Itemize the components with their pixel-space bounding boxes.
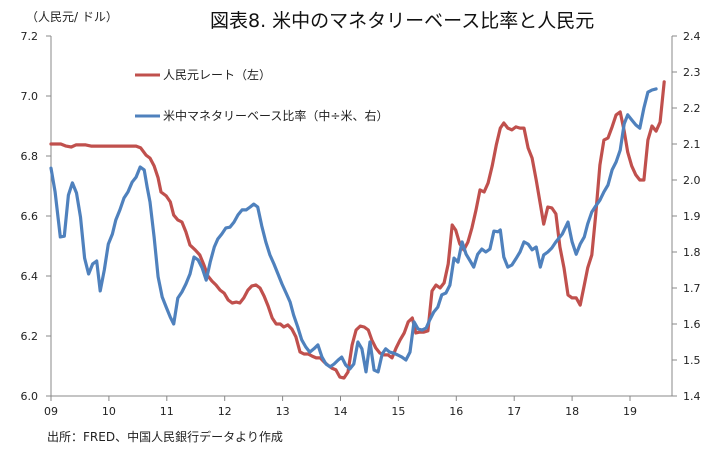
x-tick-label: 09	[44, 405, 58, 418]
x-tick-label: 10	[102, 405, 116, 418]
right-tick-label: 2.3	[683, 66, 701, 79]
left-tick-label: 6.2	[21, 330, 39, 343]
left-tick-label: 6.8	[21, 150, 39, 163]
legend-label-ratio: 米中マネタリーベース比率（中÷米、右）	[163, 108, 388, 123]
x-tick-label: 13	[276, 405, 290, 418]
x-tick-label: 14	[334, 405, 348, 418]
left-tick-label: 6.4	[21, 270, 39, 283]
series-line-monetary-base-ratio	[49, 87, 658, 374]
left-axis-unit-label: （人民元/ ドル）	[26, 10, 118, 24]
x-tick-label: 11	[160, 405, 174, 418]
series-line-rmb-rate	[49, 80, 666, 380]
right-tick-label: 1.7	[683, 282, 701, 295]
right-tick-label: 1.5	[683, 354, 701, 367]
right-tick-label: 2.4	[683, 30, 701, 43]
source-note: 出所：FRED、中国人民銀行データより作成	[47, 430, 283, 444]
x-tick-label: 19	[623, 405, 637, 418]
right-tick-label: 2.1	[683, 138, 701, 151]
right-tick-label: 2.0	[683, 174, 701, 187]
x-tick-label: 18	[565, 405, 579, 418]
left-tick-label: 7.0	[21, 90, 39, 103]
right-tick-label: 1.6	[683, 318, 701, 331]
right-tick-label: 2.2	[683, 102, 701, 115]
right-tick-label: 1.8	[683, 246, 701, 259]
right-tick-label: 1.4	[683, 390, 701, 403]
left-tick-label: 6.6	[21, 210, 39, 223]
x-tick-label: 15	[391, 405, 405, 418]
left-tick-label: 7.2	[21, 30, 39, 43]
right-tick-label: 1.9	[683, 210, 701, 223]
x-tick-label: 17	[507, 405, 521, 418]
x-tick-label: 12	[218, 405, 232, 418]
legend-label-rmb: 人民元レート（左）	[163, 67, 271, 82]
chart-title: 図表8. 米中のマネタリーベース比率と人民元	[210, 10, 595, 32]
x-tick-label: 16	[449, 405, 463, 418]
left-tick-label: 6.0	[21, 390, 39, 403]
